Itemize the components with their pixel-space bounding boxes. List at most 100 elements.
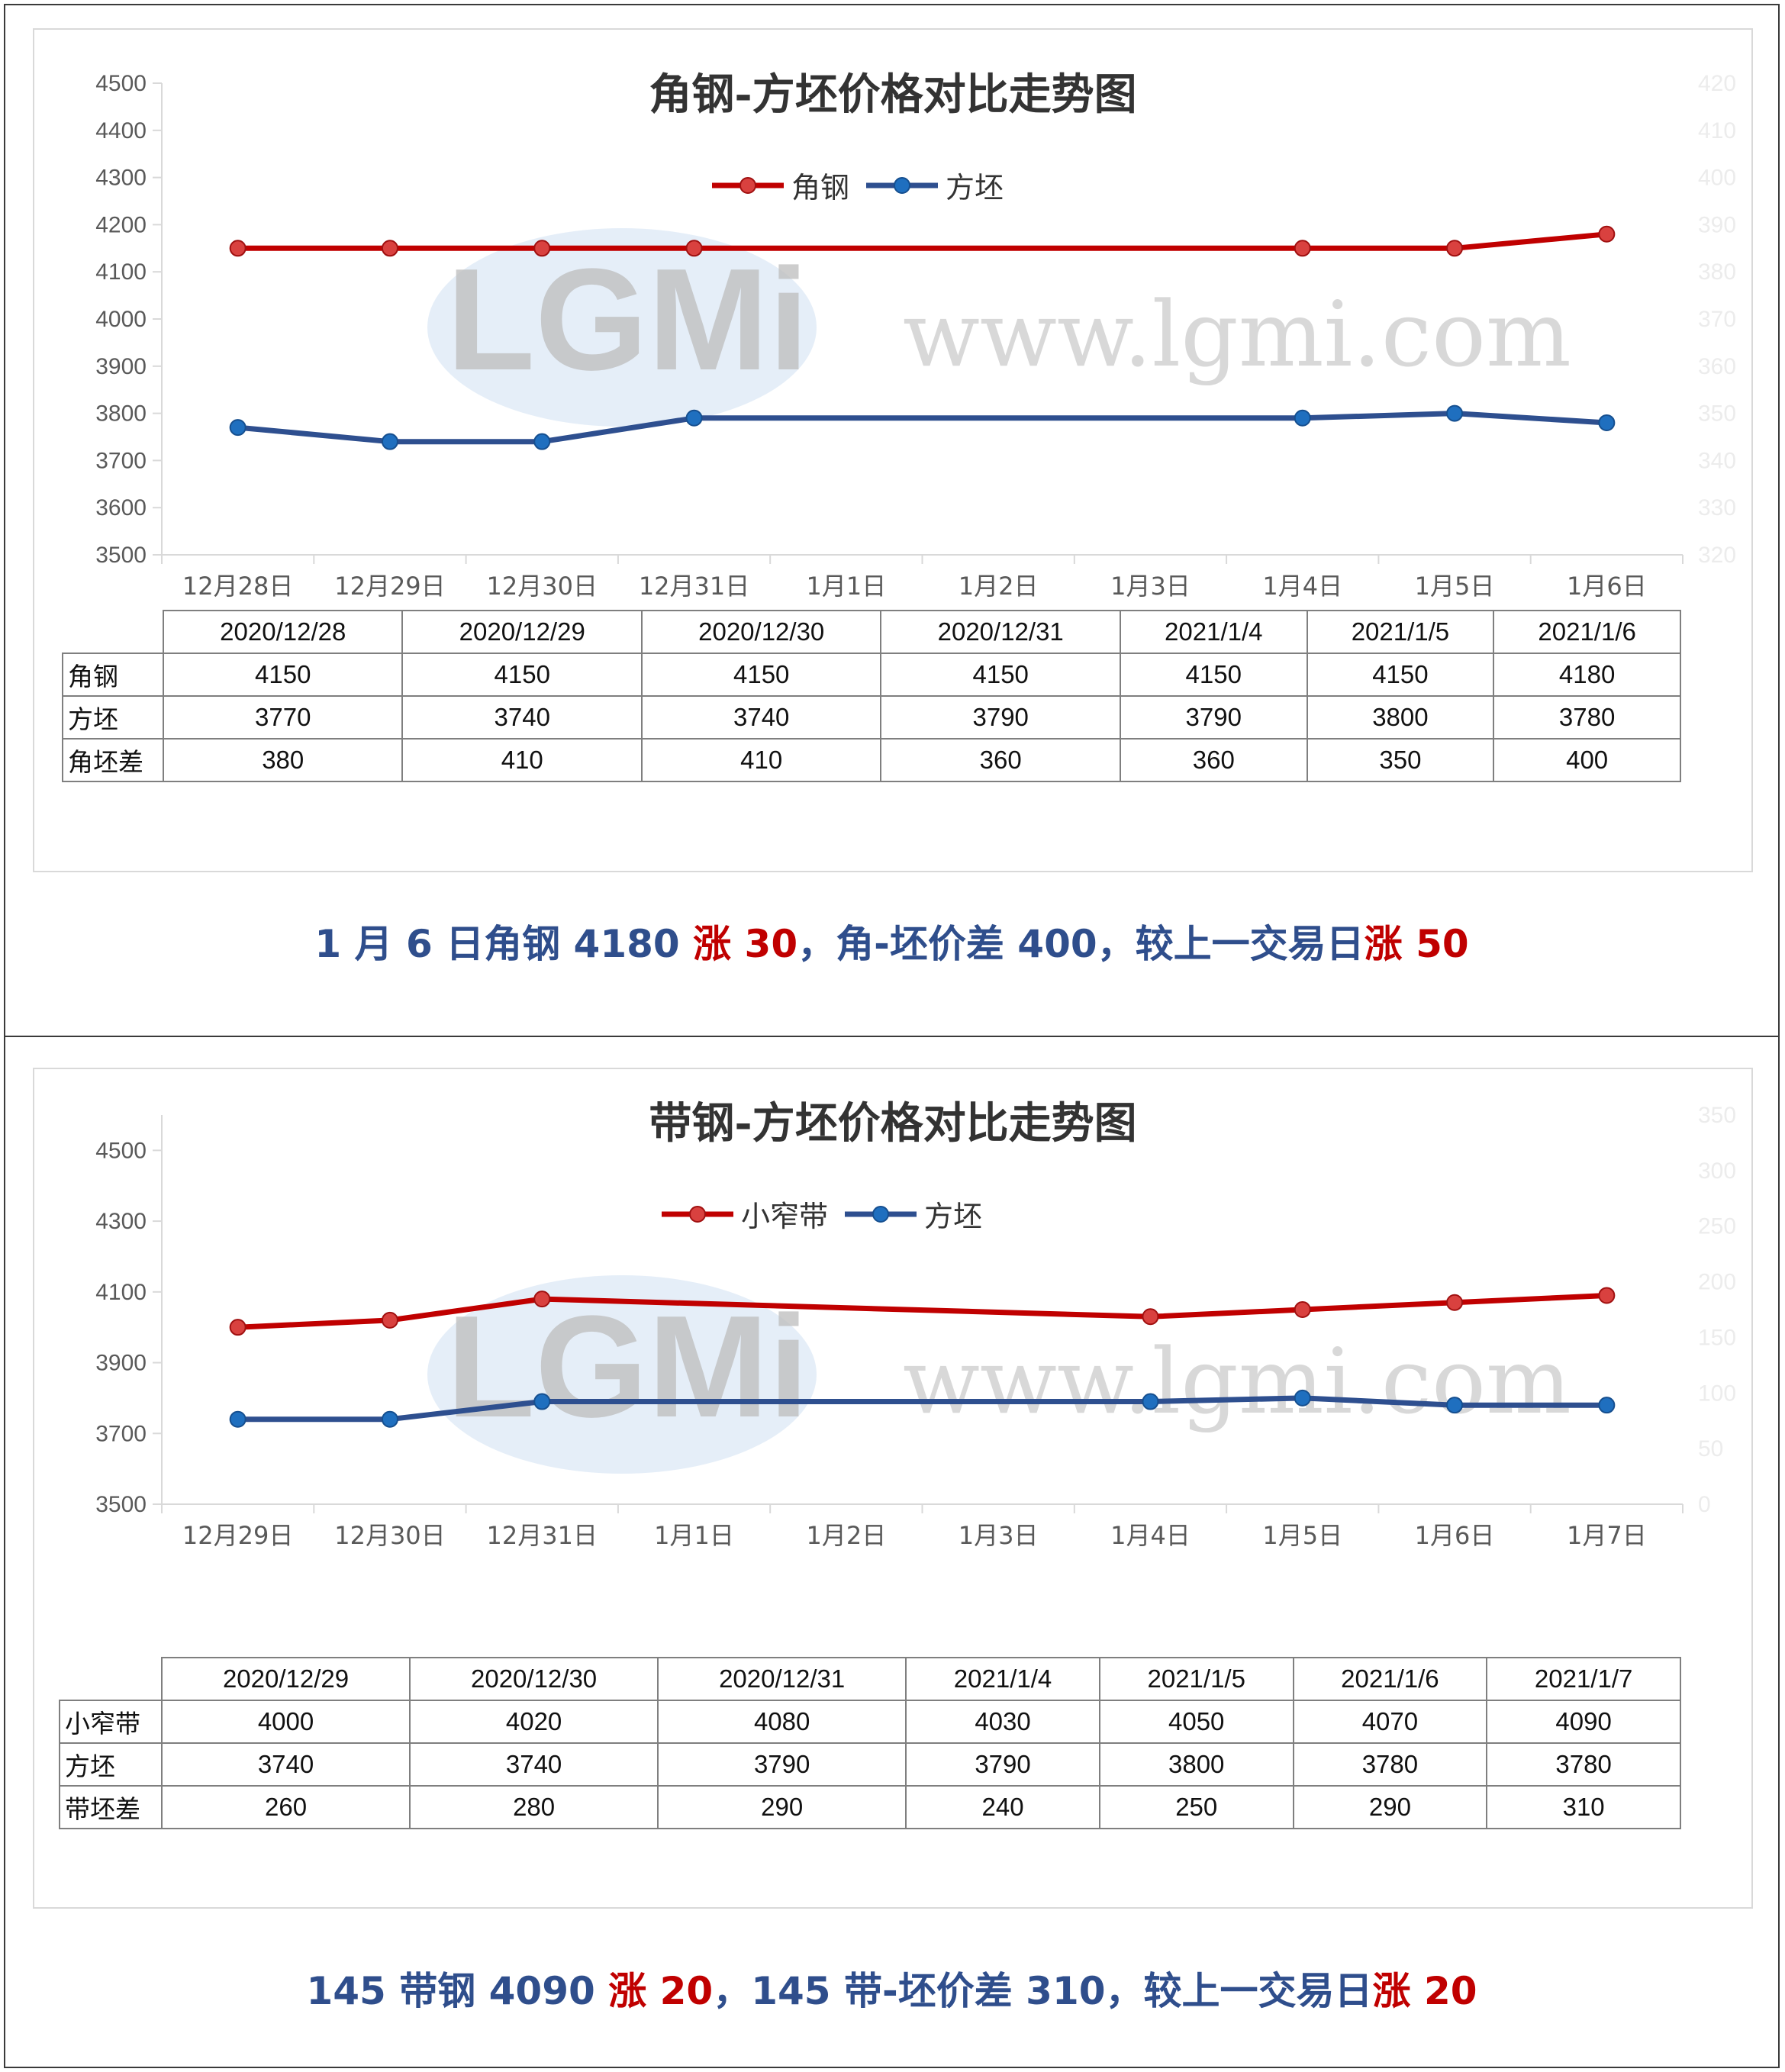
- table-row-label: 角钢: [62, 653, 164, 697]
- data-point: [229, 1319, 246, 1336]
- y2-tick-label: 320: [1698, 543, 1736, 568]
- y-tick-label: 3900: [95, 1351, 147, 1376]
- table-cell: 3740: [409, 1742, 659, 1787]
- table-cell: 4080: [657, 1700, 907, 1744]
- legend-blue-line-icon: [866, 176, 939, 194]
- caption-text: 145 带钢 4090: [306, 1969, 609, 2013]
- table-cell: 3780: [1493, 695, 1681, 740]
- table-header-cell: 2021/1/4: [905, 1657, 1100, 1701]
- legend-label: 角钢: [791, 171, 850, 205]
- table-cell: 410: [401, 738, 643, 782]
- data-point: [1294, 1301, 1311, 1318]
- table-cell: 4150: [401, 653, 643, 697]
- y2-tick-label: 300: [1698, 1158, 1736, 1184]
- legend-label: 方坯: [946, 171, 1004, 205]
- x-tick-label: 1月3日: [959, 1521, 1039, 1550]
- table-cell: 3780: [1292, 1742, 1488, 1787]
- y-tick-label: 3500: [95, 1492, 147, 1517]
- table-header-row: 2020/12/29 2020/12/30 2020/12/31 2021/1/…: [60, 1657, 1681, 1701]
- x-tick-label: 12月31日: [639, 572, 749, 601]
- table-row-label: 小窄带: [59, 1700, 163, 1744]
- table-row-label: 角坯差: [62, 738, 164, 782]
- table-row: 小窄带 4000 4020 4080 4030 4050 4070 4090: [59, 1700, 1681, 1744]
- data-point: [533, 1291, 551, 1308]
- legend-red-line-icon: [662, 1205, 733, 1223]
- data-point: [381, 240, 398, 257]
- table-cell: 4070: [1292, 1700, 1488, 1744]
- table-cell: 3790: [657, 1742, 907, 1787]
- data-point: [381, 1410, 398, 1428]
- table-cell: 3790: [1119, 695, 1308, 740]
- table-cell: 4050: [1098, 1700, 1294, 1744]
- table-cell: 310: [1486, 1785, 1681, 1829]
- table-cell: 380: [162, 738, 404, 782]
- table-header-cell: 2020/12/29: [401, 610, 643, 654]
- table-row: 方坯 3740 3740 3790 3790 3800 3780 3780: [59, 1742, 1681, 1787]
- data-point: [1446, 404, 1464, 422]
- table-cell: 3740: [401, 695, 643, 740]
- watermark-url: www.lgmi.com: [903, 282, 1571, 387]
- table-cell: 3740: [640, 695, 882, 740]
- table-cell: 240: [905, 1785, 1100, 1829]
- table-cell: 280: [409, 1785, 659, 1829]
- y-tick-label: 4400: [95, 118, 147, 143]
- chart-legend: 小窄带 方坯: [662, 1193, 999, 1235]
- x-tick-label: 1月6日: [1567, 572, 1647, 601]
- y2-tick-label: 400: [1698, 166, 1736, 191]
- data-point: [1294, 240, 1311, 257]
- data-point: [1598, 225, 1616, 243]
- table-cell: 4000: [160, 1700, 411, 1744]
- x-tick-label: 1月3日: [1110, 572, 1191, 601]
- table-header-cell: 2021/1/6: [1493, 610, 1681, 654]
- table-cell: 4180: [1493, 653, 1681, 697]
- table-cell: 360: [880, 738, 1121, 782]
- table-cell: 3770: [162, 695, 404, 740]
- y2-tick-label: 0: [1698, 1492, 1711, 1517]
- table-cell: 4150: [162, 653, 404, 697]
- x-tick-label: 1月2日: [806, 1521, 886, 1550]
- watermark-url: www.lgmi.com: [903, 1329, 1571, 1434]
- table-cell: 4090: [1486, 1700, 1681, 1744]
- table-row-label: 方坯: [62, 695, 164, 740]
- data-point: [229, 419, 246, 437]
- table-header-cell: 2021/1/4: [1119, 610, 1308, 654]
- y-tick-label: 4100: [95, 1280, 147, 1305]
- data-point: [685, 240, 703, 257]
- y-tick-label: 4500: [95, 71, 147, 96]
- table-row: 带坯差 260 280 290 240 250 290 310: [59, 1785, 1681, 1829]
- data-point: [533, 1393, 551, 1410]
- y2-tick-label: 370: [1698, 307, 1736, 332]
- y2-tick-label: 340: [1698, 448, 1736, 473]
- table-cell: 4030: [905, 1700, 1100, 1744]
- data-point: [1598, 1397, 1616, 1414]
- table-cell: 290: [1292, 1785, 1488, 1829]
- data-point: [1142, 1393, 1159, 1410]
- legend-label: 方坯: [924, 1200, 983, 1233]
- data-point: [685, 409, 703, 427]
- y-tick-label: 3600: [95, 495, 147, 520]
- table-header-cell: 2020/12/31: [880, 610, 1121, 654]
- table-corner: [63, 611, 163, 653]
- data-point: [1598, 1287, 1616, 1304]
- x-tick-label: 12月29日: [182, 1521, 293, 1550]
- legend-item: 方坯: [866, 164, 1004, 206]
- data-point: [1446, 1294, 1464, 1311]
- caption-text: ，145 带-坯价差 310，较上一交易日: [713, 1969, 1373, 2013]
- data-point: [1446, 1397, 1464, 1414]
- data-point: [229, 240, 246, 257]
- table-cell: 250: [1098, 1785, 1294, 1829]
- table-row-label: 方坯: [59, 1742, 163, 1787]
- caption-highlight: 涨 20: [1372, 1969, 1477, 2013]
- y2-tick-label: 250: [1698, 1214, 1736, 1239]
- table-header-cell: 2021/1/6: [1292, 1657, 1488, 1701]
- y-tick-label: 4000: [95, 307, 147, 332]
- table-header-cell: 2021/1/7: [1486, 1657, 1681, 1701]
- table-header-cell: 2021/1/5: [1306, 610, 1495, 654]
- y-tick-label: 3800: [95, 401, 147, 427]
- legend-item: 小窄带: [662, 1193, 828, 1235]
- table-cell: 4020: [409, 1700, 659, 1744]
- x-tick-label: 1月5日: [1415, 572, 1495, 601]
- summary-caption: 145 带钢 4090 涨 20，145 带-坯价差 310，较上一交易日涨 2…: [5, 1961, 1778, 2016]
- legend-item: 方坯: [845, 1193, 982, 1235]
- table-header-cell: 2020/12/29: [160, 1657, 411, 1701]
